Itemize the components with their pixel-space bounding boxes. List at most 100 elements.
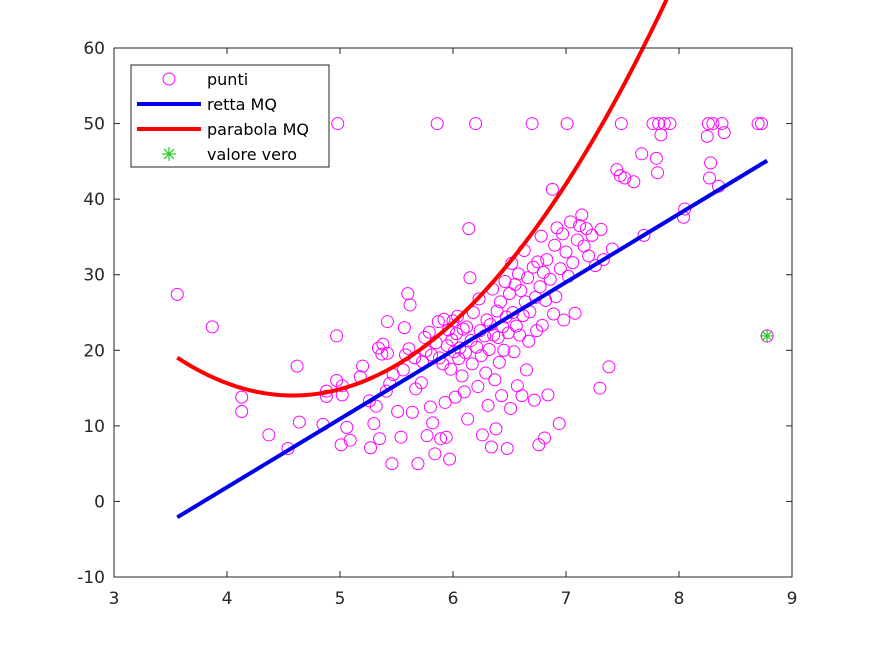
y-tick-label: 30	[83, 266, 105, 286]
scatter-point	[420, 429, 434, 443]
scatter-point	[500, 442, 514, 456]
scatter-point	[536, 265, 550, 279]
scatter-point	[515, 389, 529, 403]
legend-symbol	[162, 72, 176, 86]
x-tick-label: 8	[674, 589, 685, 609]
scatter-point	[411, 457, 425, 471]
x-tick-label: 3	[109, 589, 120, 609]
scatter-point	[492, 355, 506, 369]
scatter-point	[446, 314, 460, 328]
series-line-parabola	[176, 0, 669, 398]
scatter-point	[385, 457, 399, 471]
scatter-point	[290, 359, 304, 373]
scatter-point	[514, 284, 528, 298]
scatter-point	[488, 373, 502, 387]
scatter-point	[552, 417, 566, 431]
y-tick-label: 20	[83, 341, 105, 361]
scatter-point	[262, 428, 276, 442]
scatter-point	[706, 117, 720, 131]
scatter-point	[334, 438, 348, 452]
legend-entry: parabola MQ	[137, 120, 309, 139]
scatter-point	[717, 126, 731, 140]
scatter-point	[461, 412, 475, 426]
scatter-point	[509, 319, 523, 333]
scatter-point	[292, 415, 306, 429]
scatter-point	[700, 129, 714, 143]
scatter-point	[521, 271, 535, 285]
y-tick-label: 60	[83, 39, 105, 59]
scatter-point	[715, 117, 729, 131]
scatter-point	[432, 351, 446, 365]
scatter-point	[560, 117, 574, 131]
scatter-point	[751, 117, 765, 131]
scatter-point	[481, 398, 495, 412]
scatter-point	[556, 227, 570, 241]
scatter-point	[657, 117, 671, 131]
y-tick-label: 0	[94, 492, 105, 512]
scatter-point	[479, 366, 493, 380]
scatter-point	[535, 318, 549, 332]
scatter-point	[451, 309, 465, 323]
scatter-point	[235, 404, 249, 418]
scatter-point	[526, 260, 540, 274]
scatter-point	[380, 346, 394, 360]
series-line-retta	[176, 158, 769, 520]
lines-layer	[176, 0, 769, 520]
scatter-point	[330, 329, 344, 343]
scatter-point	[585, 228, 599, 242]
scatter-point	[564, 215, 578, 229]
scatter-point	[364, 441, 378, 455]
scatter-point	[367, 417, 381, 431]
x-tick-label: 4	[222, 589, 233, 609]
scatter-point	[512, 267, 526, 281]
scatter-point	[490, 304, 504, 318]
scatter-point	[497, 343, 511, 357]
scatter-point	[534, 229, 548, 243]
scatter-point	[391, 404, 405, 418]
scatter-point	[610, 163, 624, 177]
scatter-point	[362, 394, 376, 408]
legend-label: punti	[207, 70, 248, 89]
scatter-point	[331, 117, 345, 131]
scatter-point	[471, 380, 485, 394]
scatter-point	[472, 292, 486, 306]
scatter-point	[380, 315, 394, 329]
axes-layer: 3 4 5 6 7 8 9 -10 0 10 20 30 40 50 60	[77, 39, 797, 609]
scatter-point	[504, 401, 518, 415]
scatter-point	[379, 384, 393, 398]
legend: punti retta MQ parabola MQ valore vero	[130, 64, 330, 168]
x-tick-label: 6	[448, 589, 459, 609]
scatter-point	[356, 359, 370, 373]
scatter-point	[637, 228, 651, 242]
scatter-point	[602, 360, 616, 374]
scatter-point	[525, 117, 539, 131]
scatter-point	[547, 307, 561, 321]
scatter-point	[701, 117, 715, 131]
legend-symbol	[162, 147, 176, 161]
legend-entry: punti	[162, 70, 248, 89]
scatter-point	[373, 432, 387, 446]
scatter-point	[396, 363, 410, 377]
scatter-point	[480, 313, 494, 327]
legend-label: valore vero	[207, 145, 297, 164]
scatter-point	[507, 345, 521, 359]
scatter-point	[754, 117, 768, 131]
scatter-point	[519, 363, 533, 377]
scatter-point	[397, 321, 411, 335]
scatter-point	[522, 334, 536, 348]
scatter-point	[443, 452, 457, 466]
scatter-point	[557, 313, 571, 327]
scatter-point	[527, 393, 541, 407]
legend-entry: valore vero	[162, 145, 297, 164]
scatter-point	[575, 208, 589, 222]
scatter-point	[475, 428, 489, 442]
scatter-point	[470, 340, 484, 354]
scatter-point	[369, 399, 383, 413]
scatter-point	[449, 327, 463, 341]
scatter-point	[548, 238, 562, 252]
x-tick-label: 9	[787, 589, 798, 609]
scatter-point	[495, 389, 509, 403]
scatter-point	[582, 249, 596, 263]
x-tick-label: 7	[561, 589, 572, 609]
